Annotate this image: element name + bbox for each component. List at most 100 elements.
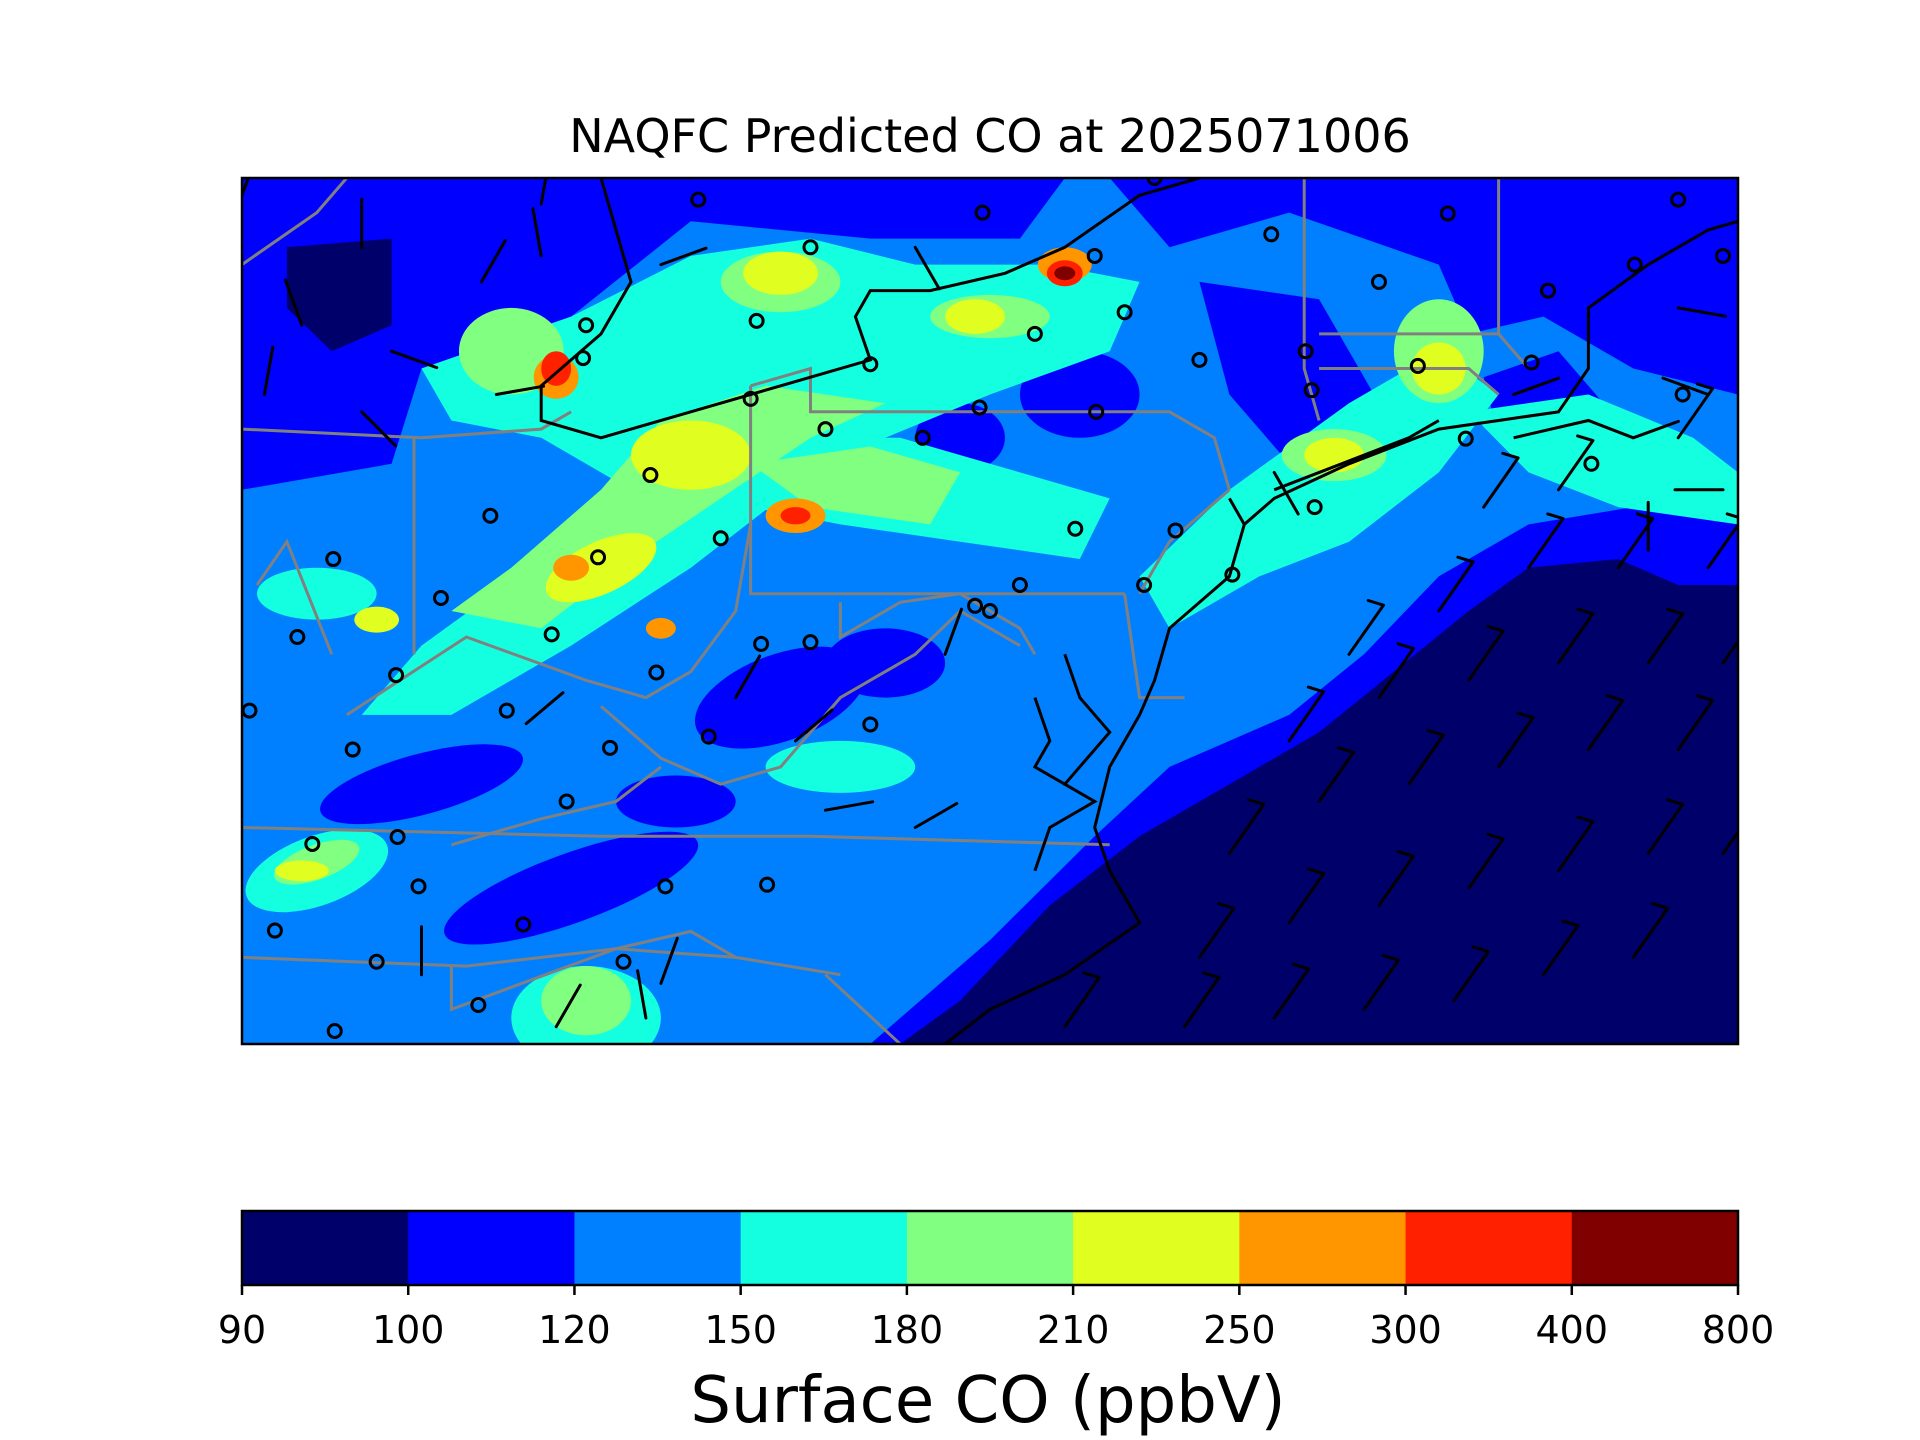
co-contour	[545, 533, 657, 603]
wind-barb	[1377, 850, 1415, 907]
state-boundary	[600, 609, 1021, 786]
monitor-site-marker	[1224, 566, 1241, 583]
co-contour	[242, 178, 1065, 490]
wind-barb	[1676, 694, 1715, 752]
wind-barb	[262, 345, 275, 396]
co-contour	[274, 860, 329, 882]
wind-barb	[1557, 815, 1595, 873]
figure-title: NAQFC Predicted CO at 2025071006	[569, 109, 1411, 163]
monitor-site-marker	[289, 628, 306, 645]
co-contour	[286, 238, 392, 352]
co-contour	[765, 740, 916, 793]
colorbar-tick-label: 180	[871, 1308, 944, 1352]
wind-barb	[1676, 382, 1715, 440]
state-boundary	[1302, 178, 1321, 421]
monitor-site-marker	[389, 829, 406, 846]
wind-barb	[494, 384, 546, 396]
wind-barb	[1497, 711, 1535, 769]
co-contour	[945, 299, 1005, 334]
state-boundary	[1497, 178, 1530, 370]
co-contour	[1054, 266, 1076, 281]
wind-barb	[283, 278, 304, 327]
monitor-site-marker	[982, 603, 998, 619]
wind-barb	[1317, 746, 1355, 803]
monitor-site-marker	[615, 953, 632, 970]
monitor-site-marker	[388, 667, 405, 684]
colorbar-tick-label: 90	[218, 1308, 266, 1352]
monitor-site-marker	[690, 191, 707, 208]
state-boundary	[1123, 593, 1185, 700]
monitor-site-marker	[410, 878, 427, 895]
state-boundary	[824, 973, 902, 1044]
colorbar: 90 100 120 150 180 210 250 300 400 800	[218, 1209, 1774, 1352]
co-contour	[256, 567, 377, 620]
wind-barb	[913, 802, 959, 829]
co-contour	[780, 507, 811, 525]
colorbar-segment	[1073, 1211, 1240, 1285]
monitor-site-marker	[1303, 382, 1320, 399]
monitor-site-marker	[344, 741, 361, 758]
monitor-site-marker	[578, 317, 595, 334]
monitor-site-marker	[817, 421, 834, 438]
coastline	[1273, 419, 1440, 492]
wind-barb	[636, 969, 648, 1020]
monitor-site-marker	[1626, 256, 1643, 273]
monitor-site-marker	[971, 399, 988, 416]
monitor-site-marker	[642, 467, 659, 484]
co-contour	[553, 554, 590, 581]
monitor-site-marker	[753, 635, 770, 652]
colorbar-tick-label: 100	[372, 1308, 445, 1352]
wind-barb	[1586, 694, 1625, 752]
colorbar-segment	[906, 1211, 1074, 1285]
wind-barb	[531, 207, 543, 258]
colorbar-tick-label: 210	[1037, 1308, 1110, 1352]
monitor-site-marker	[1136, 577, 1153, 594]
coastline	[1228, 219, 1738, 527]
wind-barb	[1512, 376, 1561, 396]
state-boundaries	[242, 178, 1530, 1044]
monitor-site-marker	[802, 239, 819, 256]
colorbar-segment	[574, 1211, 742, 1285]
monitor-site-marker	[1306, 499, 1323, 516]
colorbar-tick-label: 250	[1203, 1308, 1276, 1352]
wind-barb	[1407, 728, 1445, 786]
monitor-site-marker	[575, 350, 592, 367]
coastline	[1513, 418, 1634, 440]
wind-barb	[1467, 832, 1505, 890]
wind-barb	[1063, 971, 1101, 1029]
colorbar-tick-label: 300	[1369, 1308, 1442, 1352]
monitor-site-marker	[1670, 191, 1687, 208]
wind-barb	[1557, 607, 1595, 665]
monitor-site-marker	[1026, 325, 1043, 342]
wind-barb	[1721, 829, 1738, 855]
wind-barb	[659, 936, 679, 985]
monitor-site-marker	[1439, 205, 1456, 222]
monitor-site-marker	[1457, 430, 1474, 447]
wind-barb	[1646, 798, 1685, 855]
monitor-site-marker	[1540, 282, 1557, 299]
wind-barb	[1631, 902, 1670, 959]
colorbar-label: Surface CO (ppbV)	[690, 1364, 1285, 1438]
monitor-site-marker	[974, 204, 991, 221]
wind-barb	[1482, 451, 1520, 509]
wind-barb	[524, 691, 565, 726]
wind-barb	[242, 178, 250, 197]
wind-barb	[1676, 306, 1727, 318]
monitor-site-marker	[1583, 455, 1600, 472]
coastline	[1032, 697, 1066, 786]
co-contour	[541, 966, 631, 1036]
monitor-site-marker	[1067, 520, 1084, 537]
state-boundary	[242, 410, 572, 440]
wind-barb	[1631, 419, 1680, 440]
monitor-site-marker	[1263, 226, 1280, 243]
coastlines	[539, 178, 1738, 1044]
monitor-site-marker	[1409, 357, 1426, 374]
colorbar-segment	[1571, 1211, 1739, 1285]
wind-barb	[794, 708, 834, 743]
wind-barb	[1437, 555, 1475, 613]
wind-barb	[554, 983, 582, 1029]
monitor-site-marker	[648, 664, 665, 681]
colorbar-segment	[740, 1211, 908, 1285]
co-contour	[630, 420, 751, 490]
monitor-site-marker	[498, 702, 515, 719]
